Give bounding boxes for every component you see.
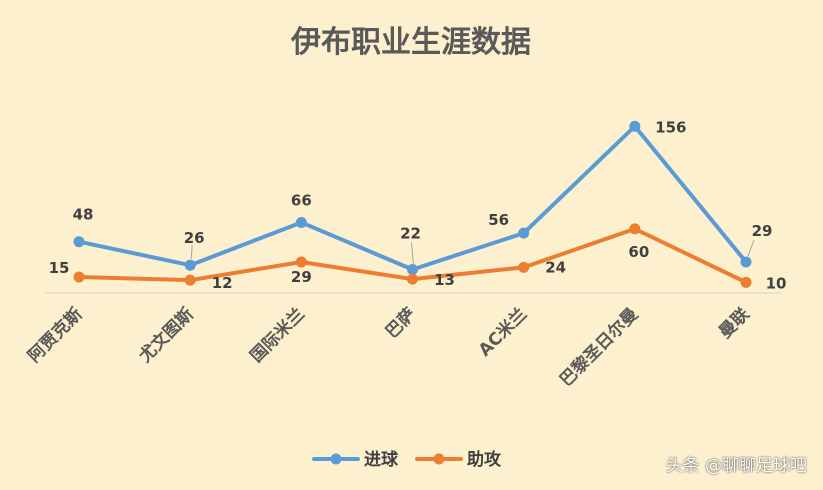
data-point — [184, 259, 196, 271]
category-label: 巴萨 — [381, 304, 420, 343]
data-point — [740, 256, 752, 268]
data-label: 26 — [184, 229, 205, 247]
data-point — [295, 256, 307, 268]
legend-label: 进球 — [364, 450, 399, 470]
data-point — [518, 261, 530, 273]
category-label: 阿贾克斯 — [24, 304, 87, 367]
legend-swatch-marker — [330, 453, 342, 465]
data-point — [518, 227, 530, 239]
data-label: 29 — [752, 222, 773, 240]
data-point — [629, 120, 641, 132]
data-label: 66 — [291, 191, 312, 209]
data-point — [629, 223, 641, 235]
data-label: 48 — [73, 206, 94, 224]
data-label: 156 — [655, 118, 686, 136]
chart-title: 伊布职业生涯数据 — [290, 25, 531, 60]
data-label: 29 — [291, 268, 312, 286]
label-leader-line — [411, 242, 414, 266]
watermark-text: 头条 @聊聊足球吧 — [665, 456, 807, 476]
data-point — [73, 271, 85, 283]
category-label: 尤文图斯 — [135, 304, 198, 367]
data-label: 15 — [49, 259, 70, 277]
data-point — [407, 273, 418, 285]
data-point — [740, 276, 752, 288]
legend-label: 助攻 — [467, 449, 502, 470]
data-label: 12 — [212, 274, 233, 292]
legend: 进球 助攻 — [312, 449, 502, 470]
category-label: AC米兰 — [474, 304, 531, 361]
data-label: 10 — [766, 274, 787, 292]
category-labels-layer: 阿贾克斯 尤文图斯 国际米兰 巴萨 AC米兰 巴黎圣日尔曼 曼联 — [24, 304, 754, 391]
category-label: 国际米兰 — [246, 304, 309, 367]
data-label: 22 — [400, 224, 421, 242]
data-point — [295, 216, 307, 228]
data-labels-layer: 48 26 66 22 56 156 29 15 12 29 13 24 60 10 — [49, 118, 787, 292]
data-point — [73, 236, 85, 248]
data-point — [407, 263, 418, 275]
series-layer — [73, 120, 752, 288]
category-label: 曼联 — [715, 304, 753, 342]
category-label: 巴黎圣日尔曼 — [555, 304, 642, 391]
data-label: 24 — [545, 258, 566, 276]
label-leader-line — [747, 239, 755, 257]
legend-swatch-marker — [433, 453, 445, 465]
data-point — [184, 274, 196, 286]
data-label: 13 — [434, 271, 455, 289]
data-label: 56 — [488, 211, 509, 229]
label-leader-line — [190, 245, 193, 260]
data-label: 60 — [628, 243, 649, 261]
